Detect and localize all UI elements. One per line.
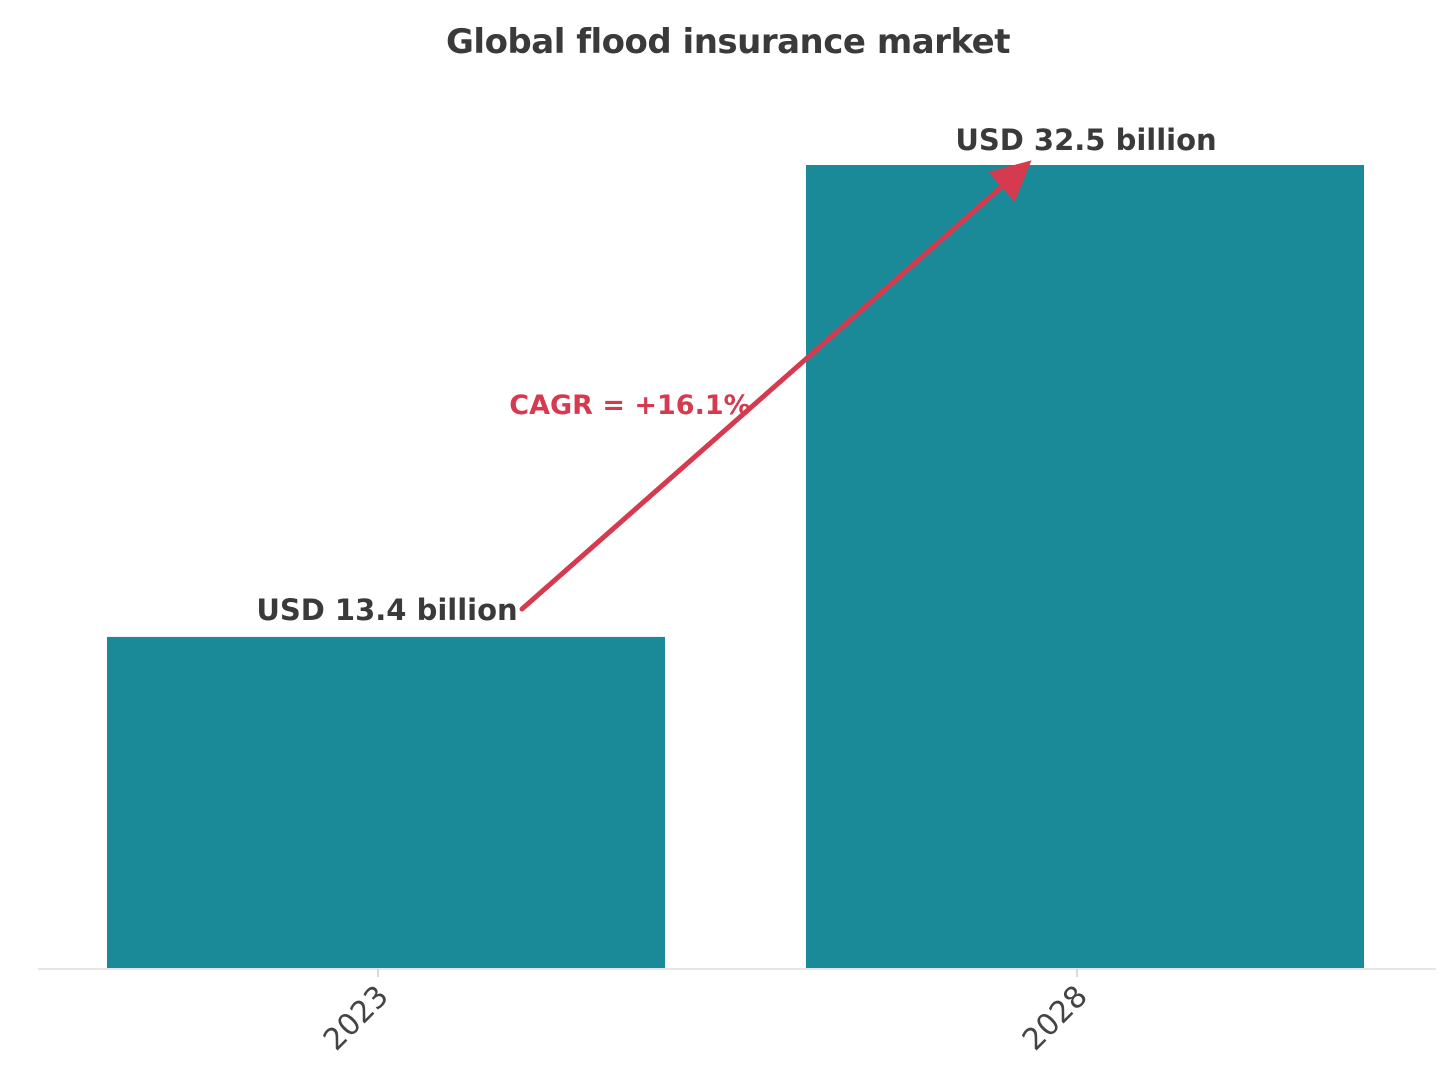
- bar-2028: [806, 165, 1364, 968]
- x-tick-label: 2023: [317, 979, 396, 1058]
- cagr-annotation: CAGR = +16.1%: [509, 390, 750, 421]
- bar-2023: [107, 636, 665, 968]
- x-tick-label: 2028: [1016, 979, 1095, 1058]
- data-label-2023: USD 13.4 billion: [256, 593, 517, 627]
- cagr-arrow: [519, 160, 1032, 612]
- chart-title: Global flood insurance market: [446, 22, 1010, 62]
- data-label-2028: USD 32.5 billion: [955, 123, 1216, 157]
